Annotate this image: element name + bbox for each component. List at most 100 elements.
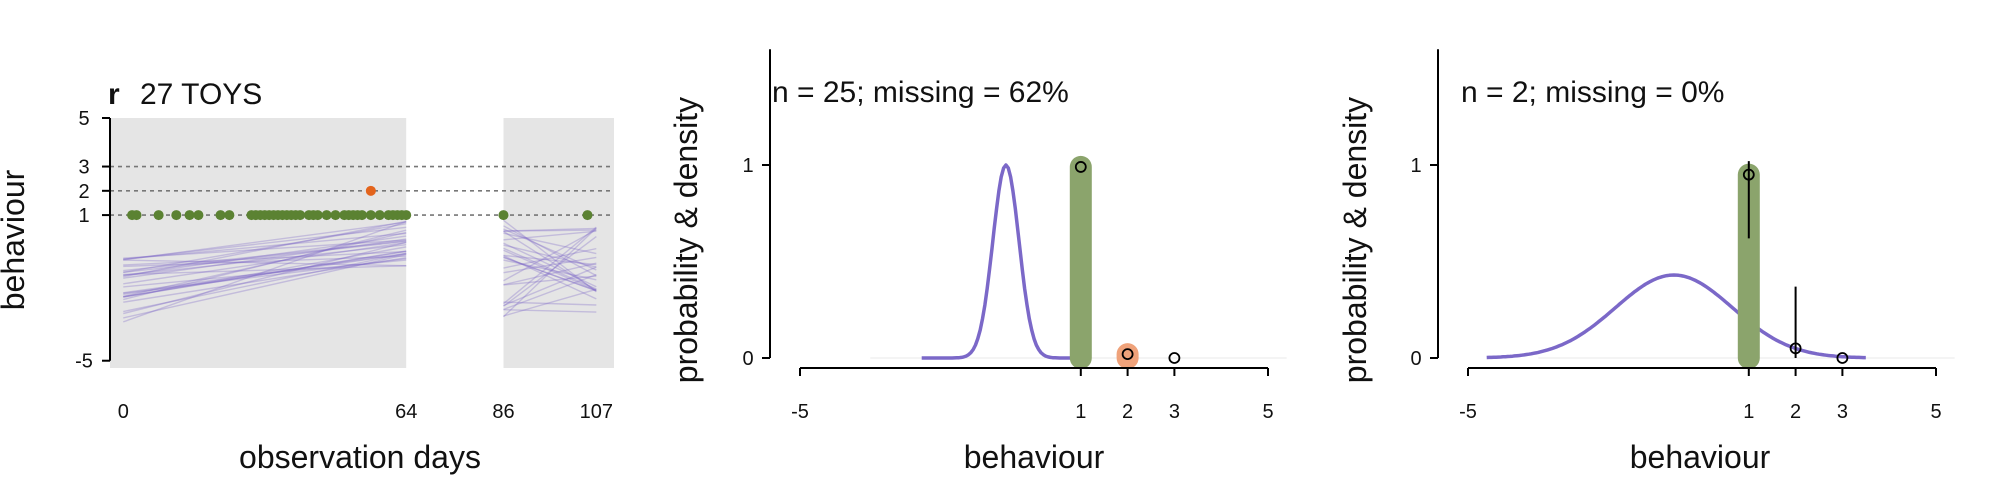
x-tick-label: 1 — [1075, 401, 1086, 423]
trajectory-line — [123, 235, 407, 277]
trajectory-line — [123, 250, 407, 266]
trajectory-line — [123, 241, 407, 315]
x-tick-label: 2 — [1790, 401, 1801, 423]
panel-title: 27 TOYS — [140, 78, 262, 111]
x-tick-label: 3 — [1837, 401, 1848, 423]
trajectory-line — [503, 229, 597, 282]
trajectory-line — [123, 243, 407, 277]
y-tick-label: 3 — [78, 157, 89, 179]
probability-point-3 — [1836, 352, 1849, 364]
trajectory-line — [123, 250, 407, 298]
y-tick-label: 1 — [742, 155, 753, 177]
trajectory-line — [123, 221, 407, 261]
trajectory-line — [123, 223, 407, 274]
x-tick-label: 2 — [1122, 401, 1133, 423]
trajectory-line — [503, 301, 597, 306]
density-curve — [1486, 273, 1866, 360]
trajectory-line — [123, 220, 407, 278]
observed-point — [171, 210, 182, 221]
y-tick-label: 5 — [78, 108, 89, 130]
x-axis-label: behaviour — [1630, 439, 1771, 475]
observed-point — [184, 210, 195, 221]
trajectory-line — [123, 252, 407, 313]
trajectory-line — [503, 254, 597, 300]
trajectory-line — [503, 262, 597, 286]
observed-point — [357, 210, 367, 221]
panel-title: n = 2; missing = 0% — [1461, 76, 1724, 109]
y-tick-label: 1 — [1410, 155, 1421, 177]
trajectory-line — [123, 257, 407, 303]
trajectory-line — [503, 308, 597, 313]
probability-point-1 — [1074, 161, 1087, 173]
probability-point-3 — [1168, 352, 1181, 364]
x-tick-label: -5 — [1459, 401, 1477, 423]
trajectory-line — [123, 231, 407, 298]
trajectory-line — [503, 227, 597, 232]
observed-point — [330, 210, 341, 221]
trajectory-line — [503, 254, 597, 266]
x-axis-label: behaviour — [964, 439, 1105, 475]
observed-point — [131, 210, 142, 221]
trajectory-line — [123, 241, 407, 285]
trajectory-line — [123, 250, 407, 298]
trajectory-line — [503, 230, 597, 241]
trajectory-line — [503, 232, 597, 255]
x-tick-label: 5 — [1930, 401, 1941, 423]
trajectory-line — [123, 259, 407, 288]
x-tick-label: 1 — [1743, 401, 1754, 423]
observed-point — [193, 210, 204, 221]
observed-point — [401, 210, 412, 221]
trajectory-line — [123, 226, 407, 260]
observed-point — [153, 210, 164, 221]
trajectory-line — [503, 230, 597, 292]
shaded-period-0 — [110, 118, 407, 368]
y-axis-label: probability & density — [1337, 97, 1373, 383]
observed-point — [215, 210, 226, 221]
trajectory-line — [123, 240, 407, 274]
y-tick-label: 2 — [78, 181, 89, 203]
trajectory-line — [123, 246, 407, 298]
trajectory-line — [123, 259, 407, 267]
panel-distribution-complete: 0 1 -5 1 2 3 5 n = 2; missing = 0% behaviour p… — [1337, 49, 1955, 475]
x-tick-label: 0 — [118, 401, 129, 423]
trajectory-line — [503, 259, 597, 281]
y-tick-label: 0 — [742, 348, 753, 370]
trajectory-line — [123, 240, 407, 272]
trajectory-line — [503, 242, 597, 288]
trajectory-line — [503, 225, 597, 277]
probability-point-1 — [1742, 168, 1755, 181]
density-curve — [921, 163, 1077, 360]
trajectory-line — [123, 220, 407, 323]
trajectory-line — [503, 256, 597, 292]
highlighted-point — [365, 185, 376, 196]
trajectory-line — [503, 249, 597, 291]
panel-trajectories: -5 123 5 0 64 86 107 r 27 TOYS observation day… — [0, 78, 614, 475]
trajectory-line — [123, 229, 407, 301]
x-tick-label: 107 — [580, 401, 613, 423]
trajectory-line — [503, 256, 597, 274]
trajectory-line — [123, 232, 407, 260]
panel-letter: r — [108, 78, 120, 111]
trajectory-line — [123, 253, 407, 319]
observed-point — [295, 210, 306, 221]
trajectory-line — [123, 239, 407, 259]
x-tick-label: 5 — [1262, 401, 1273, 423]
observed-point — [224, 210, 235, 221]
probability-point-2 — [1789, 342, 1802, 355]
trajectory-line — [123, 255, 407, 268]
trajectory-line — [503, 247, 597, 290]
y-axis-label: behaviour — [0, 169, 31, 310]
observed-point — [365, 210, 376, 221]
trajectory-line — [503, 219, 597, 293]
x-tick-label: 3 — [1169, 401, 1180, 423]
trajectory-line — [503, 256, 597, 292]
observed-point — [374, 210, 385, 221]
x-axis-label: observation days — [239, 439, 481, 475]
trajectory-line — [123, 238, 407, 279]
x-tick-label: 64 — [395, 401, 417, 423]
trajectory-line — [503, 226, 597, 305]
trajectory-line — [502, 227, 597, 318]
trajectory-line — [503, 273, 597, 311]
trajectory-line — [123, 265, 407, 276]
